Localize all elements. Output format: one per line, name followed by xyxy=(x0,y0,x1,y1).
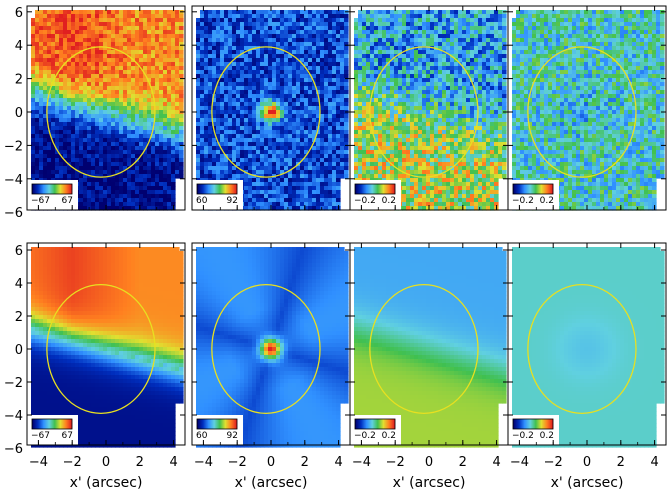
y-tick-label: 4 xyxy=(15,277,23,292)
x-tick-label: 0 xyxy=(102,455,110,470)
colorbar-model-velocity xyxy=(32,419,72,429)
x-axis-title: x' (arcsec) xyxy=(551,475,624,491)
y-tick-label: 4 xyxy=(15,39,23,54)
y-tick-label: 2 xyxy=(15,73,23,88)
colorbar-max-label: 67 xyxy=(62,196,73,206)
x-tick-label: −2 xyxy=(63,455,82,470)
colorbar-min-label: −67 xyxy=(31,196,50,206)
y-tick-label: −2 xyxy=(4,139,23,154)
y-tick-label: 6 xyxy=(15,6,23,21)
x-tick-label: −2 xyxy=(544,455,563,470)
colorbar-min-label: −0.2 xyxy=(512,196,534,206)
y-tick-label: −4 xyxy=(4,409,23,424)
colorbar-observed-dispersion xyxy=(197,184,237,194)
y-tick-label: −6 xyxy=(4,442,23,457)
y-tick-label: −4 xyxy=(4,173,23,188)
x-tick-label: 2 xyxy=(136,455,144,470)
colorbar-min-label: 60 xyxy=(196,196,208,206)
x-axis-title: x' (arcsec) xyxy=(70,475,143,491)
colorbar-observed-h3 xyxy=(355,184,395,194)
colorbar-observed-velocity xyxy=(32,184,72,194)
x-tick-label: 4 xyxy=(334,455,342,470)
colorbar-max-label: 0.2 xyxy=(540,196,554,206)
figure: −67 67−6−4−2024660 92 −0.2 0.2 −0.2 0.2−67 67−6… xyxy=(0,0,667,494)
colorbar-observed-h4 xyxy=(513,184,553,194)
colorbar-model-h4 xyxy=(513,419,553,429)
y-tick-label: −6 xyxy=(4,206,23,221)
y-tick-label: 0 xyxy=(15,343,23,358)
x-tick-label: 4 xyxy=(650,455,658,470)
x-axis-title: x' (arcsec) xyxy=(393,475,466,491)
x-axis-title: x' (arcsec) xyxy=(235,475,308,491)
x-tick-label: −4 xyxy=(194,455,213,470)
colorbar-min-label: −0.2 xyxy=(354,431,376,441)
colorbar-max-label: 92 xyxy=(227,196,238,206)
x-tick-label: −2 xyxy=(228,455,247,470)
x-tick-label: 0 xyxy=(583,455,591,470)
x-tick-label: −4 xyxy=(510,455,529,470)
x-tick-label: 0 xyxy=(425,455,433,470)
x-tick-label: 4 xyxy=(169,455,177,470)
x-tick-label: 2 xyxy=(617,455,625,470)
colorbar-max-label: 67 xyxy=(62,431,73,441)
colorbar-model-dispersion xyxy=(197,419,237,429)
colorbar-min-label: −0.2 xyxy=(512,431,534,441)
y-tick-label: 2 xyxy=(15,310,23,325)
colorbar-model-h3 xyxy=(355,419,395,429)
y-tick-label: 0 xyxy=(15,106,23,121)
x-tick-label: 2 xyxy=(459,455,467,470)
colorbar-min-label: −67 xyxy=(31,431,50,441)
colorbar-max-label: 0.2 xyxy=(382,431,396,441)
colorbar-min-label: 60 xyxy=(196,431,208,441)
colorbar-max-label: 0.2 xyxy=(540,431,554,441)
x-tick-label: 2 xyxy=(301,455,309,470)
y-tick-label: 6 xyxy=(15,244,23,259)
x-tick-label: −4 xyxy=(29,455,48,470)
x-tick-label: −2 xyxy=(386,455,405,470)
x-tick-label: 4 xyxy=(492,455,500,470)
y-tick-label: −2 xyxy=(4,376,23,391)
colorbar-max-label: 92 xyxy=(227,431,238,441)
colorbar-max-label: 0.2 xyxy=(382,196,396,206)
x-tick-label: 0 xyxy=(267,455,275,470)
x-tick-label: −4 xyxy=(352,455,371,470)
colorbar-min-label: −0.2 xyxy=(354,196,376,206)
